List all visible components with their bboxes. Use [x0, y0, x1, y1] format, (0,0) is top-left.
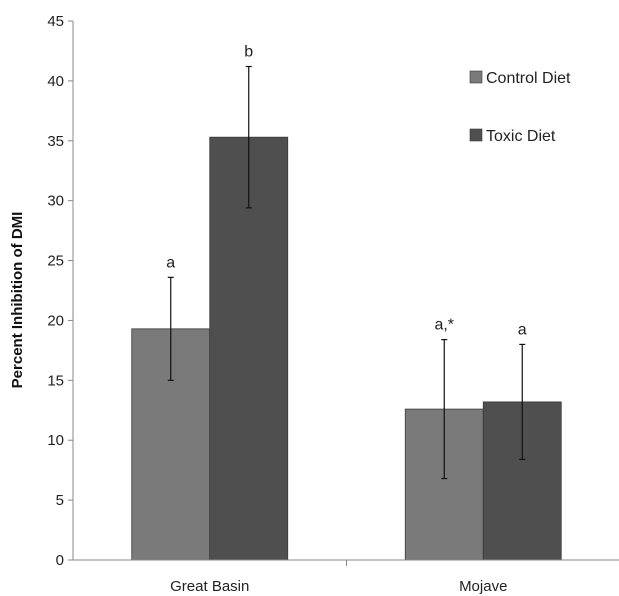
significance-annotations: a b a,* a: [166, 44, 527, 339]
legend-label: Control Diet: [486, 70, 571, 87]
y-tick-label: 20: [47, 312, 64, 329]
y-tick-label: 0: [56, 552, 64, 569]
significance-label: b: [244, 44, 253, 61]
category-labels: Great Basin Mojave: [170, 578, 507, 595]
legend-swatch: [469, 70, 483, 84]
y-tick-label: 45: [47, 13, 64, 30]
significance-label: a: [166, 254, 175, 271]
y-tick-label: 40: [47, 73, 64, 90]
legend: Control Diet Toxic Diet: [469, 70, 571, 145]
legend-label: Toxic Diet: [486, 128, 556, 145]
axes: [72, 21, 619, 566]
significance-label: a,*: [434, 317, 454, 334]
error-bars: [167, 65, 526, 480]
y-tick-label: 5: [56, 492, 64, 509]
legend-swatch: [469, 128, 483, 142]
significance-label: a: [518, 321, 527, 338]
y-axis-label: Percent Inhibition of DMI: [9, 212, 26, 389]
x-tick-label: Great Basin: [170, 578, 249, 595]
y-tick-label: 10: [47, 432, 64, 449]
y-tick-label: 15: [47, 372, 64, 389]
y-tick-label: 35: [47, 133, 64, 150]
y-tick-label: 25: [47, 253, 64, 270]
x-tick-label: Mojave: [459, 578, 507, 595]
y-tick-label: 30: [47, 193, 64, 210]
bars: [131, 136, 562, 561]
y-axis-ticks: 0 5 10 15 20 25 30 35 40 45: [47, 13, 73, 569]
